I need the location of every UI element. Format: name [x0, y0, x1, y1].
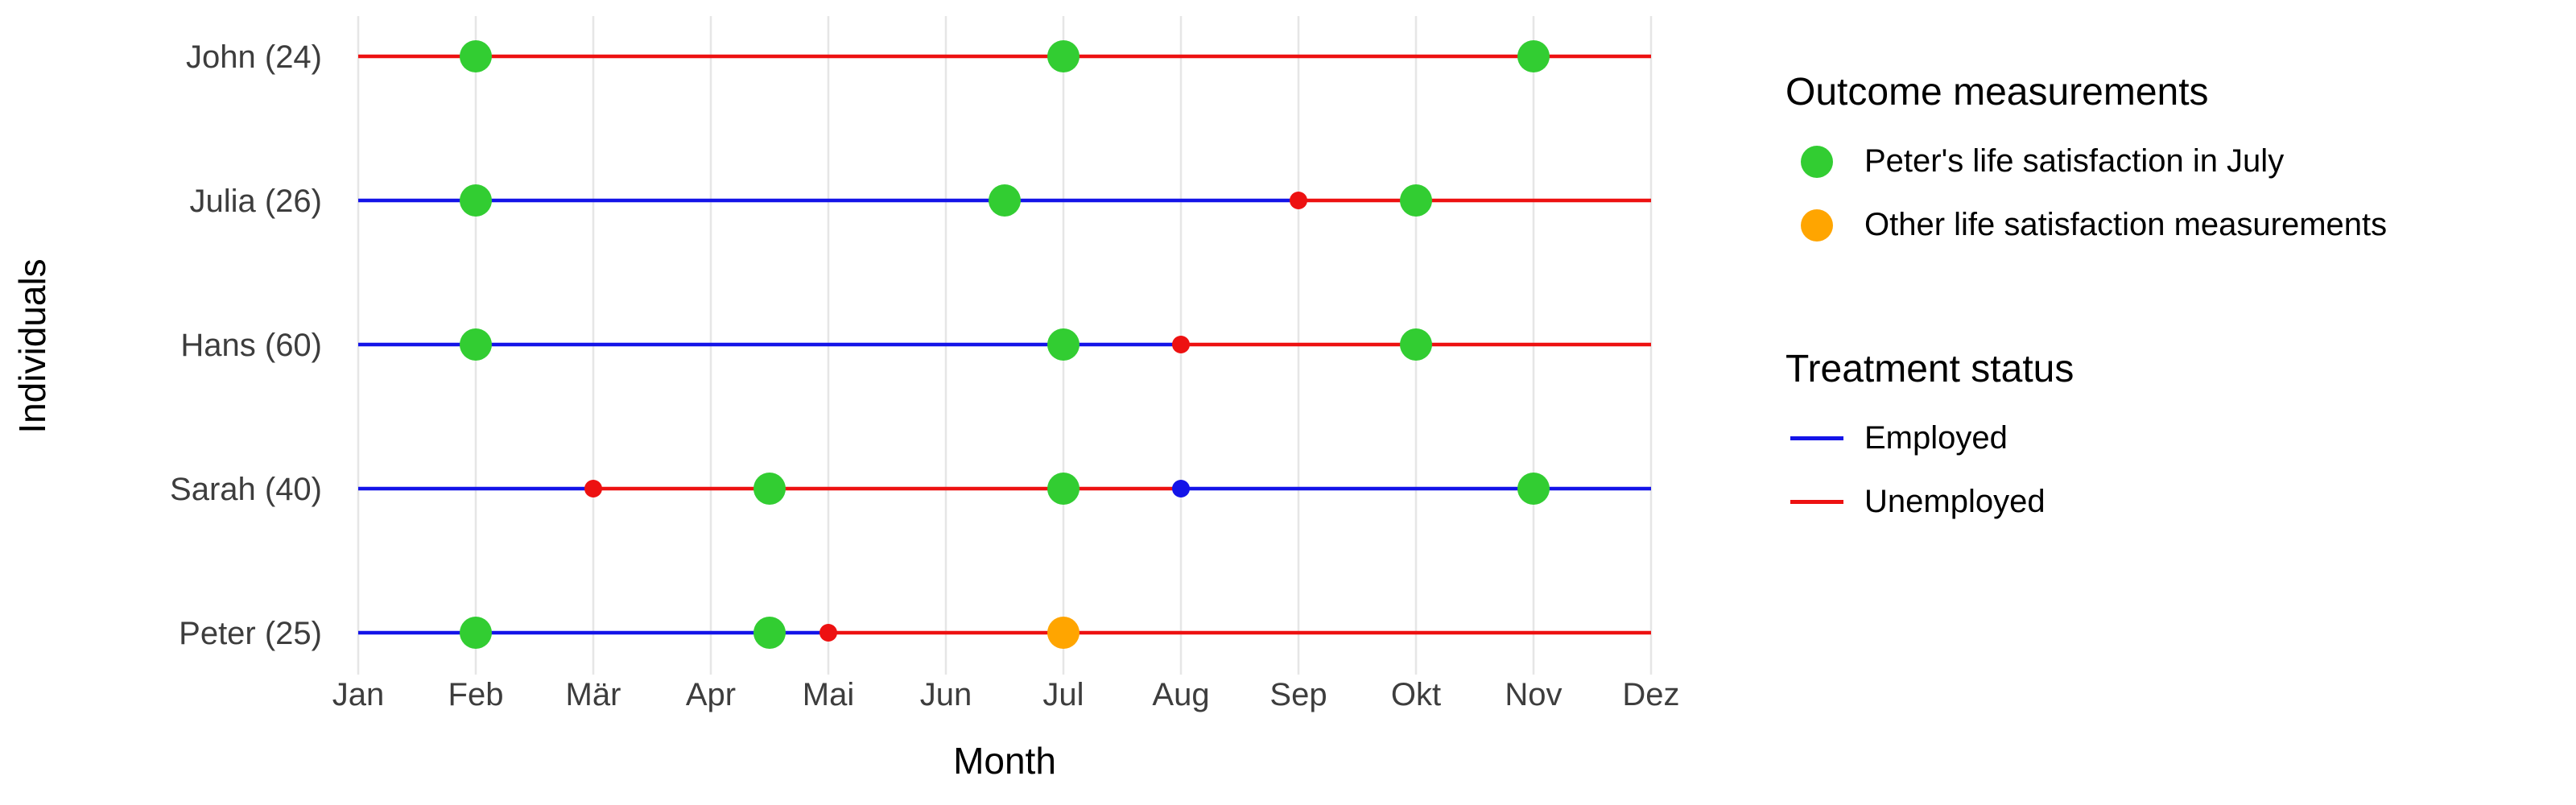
- transition-dot: [1172, 480, 1190, 497]
- outcome-dot: [1047, 617, 1080, 649]
- x-tick-label: Okt: [1391, 677, 1441, 712]
- x-axis-title: Month: [953, 740, 1056, 782]
- legend: Outcome measurements Peter's life satisf…: [1785, 69, 2550, 520]
- outcome-dot: [1400, 328, 1432, 361]
- x-tick-label: Mai: [803, 677, 854, 712]
- legend-item-label: Peter's life satisfaction in July: [1864, 143, 2285, 179]
- outcome-dot: [989, 184, 1021, 217]
- y-axis-title: Individuals: [11, 258, 53, 434]
- individual-label: Hans (60): [180, 328, 322, 363]
- legend-item-outcome-peter: Peter's life satisfaction in July: [1785, 143, 2550, 180]
- legend-outcome-title: Outcome measurements: [1785, 71, 2209, 114]
- legend-treatment-title: Treatment status: [1785, 348, 2074, 390]
- x-tick-label: Nov: [1505, 677, 1562, 712]
- legend-item-label: Unemployed: [1864, 484, 2046, 519]
- legend-item-label: Employed: [1864, 420, 2008, 456]
- red-line-icon: [1790, 500, 1843, 504]
- swatch-slot: [1790, 208, 1843, 242]
- green-dot-icon: [1801, 145, 1833, 178]
- outcome-dot: [1517, 473, 1550, 505]
- outcome-dot: [460, 40, 492, 72]
- outcome-dot: [460, 328, 492, 361]
- outcome-dot: [753, 473, 786, 505]
- individual-label: Julia (26): [189, 184, 322, 219]
- legend-item-employed: Employed: [1785, 420, 2550, 456]
- x-tick-label: Jul: [1042, 677, 1084, 712]
- swatch-slot: [1790, 500, 1843, 504]
- individual-label: Sarah (40): [170, 472, 322, 507]
- swatch-slot: [1790, 436, 1843, 440]
- orange-dot-icon: [1801, 208, 1833, 242]
- legend-item-outcome-other: Other life satisfaction measurements: [1785, 207, 2550, 243]
- outcome-dot: [753, 617, 786, 649]
- outcome-dot: [460, 617, 492, 649]
- transition-dot: [819, 624, 837, 642]
- outcome-dot: [1047, 40, 1080, 72]
- legend-item-unemployed: Unemployed: [1785, 484, 2550, 520]
- outcome-dot: [1047, 328, 1080, 361]
- transition-dot: [1290, 192, 1307, 209]
- individual-label: Peter (25): [179, 616, 322, 651]
- x-tick-label: Aug: [1152, 677, 1209, 712]
- x-tick-label: Sep: [1269, 677, 1327, 712]
- individual-label: John (24): [186, 39, 322, 75]
- outcome-dot: [1400, 184, 1432, 217]
- outcome-dot: [1047, 473, 1080, 505]
- legend-item-label: Other life satisfaction measurements: [1864, 207, 2388, 242]
- transition-dot: [584, 480, 602, 497]
- x-tick-label: Feb: [448, 677, 504, 712]
- swatch-slot: [1790, 145, 1843, 178]
- outcome-dot: [460, 184, 492, 217]
- transition-dot: [1172, 336, 1190, 353]
- x-tick-label: Jun: [920, 677, 972, 712]
- x-tick-label: Jan: [332, 677, 385, 712]
- x-tick-label: Dez: [1622, 677, 1679, 712]
- x-tick-label: Mär: [566, 677, 621, 712]
- blue-line-icon: [1790, 436, 1843, 440]
- x-tick-label: Apr: [686, 677, 736, 712]
- outcome-dot: [1517, 40, 1550, 72]
